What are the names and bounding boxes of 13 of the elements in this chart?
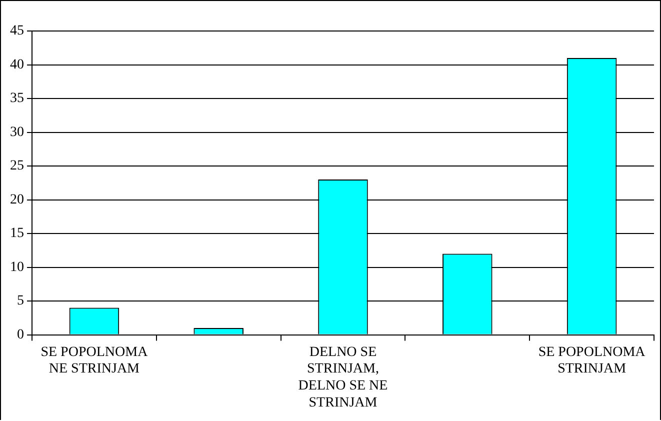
y-tick-label: 45: [10, 24, 24, 39]
x-tick-label: SE POPOLNOMA NE STRINJAM: [40, 344, 149, 377]
y-tick-label: 35: [10, 91, 24, 106]
y-tick-label: 40: [10, 57, 24, 72]
y-tick-label: 15: [10, 226, 24, 242]
x-tick-label: DELNO SE STRINJAM, DELNO SE NE STRINJAM: [298, 344, 388, 410]
x-tick-label: SE POPOLNOMA STRINJAM: [538, 344, 646, 377]
y-tick-label: 30: [10, 124, 24, 140]
y-tick-label: 0: [17, 327, 24, 342]
y-tick-label: 20: [10, 192, 24, 208]
y-tick-label: 10: [10, 260, 24, 275]
y-tick-label: 5: [17, 294, 24, 309]
y-tick-label: 25: [10, 158, 24, 174]
